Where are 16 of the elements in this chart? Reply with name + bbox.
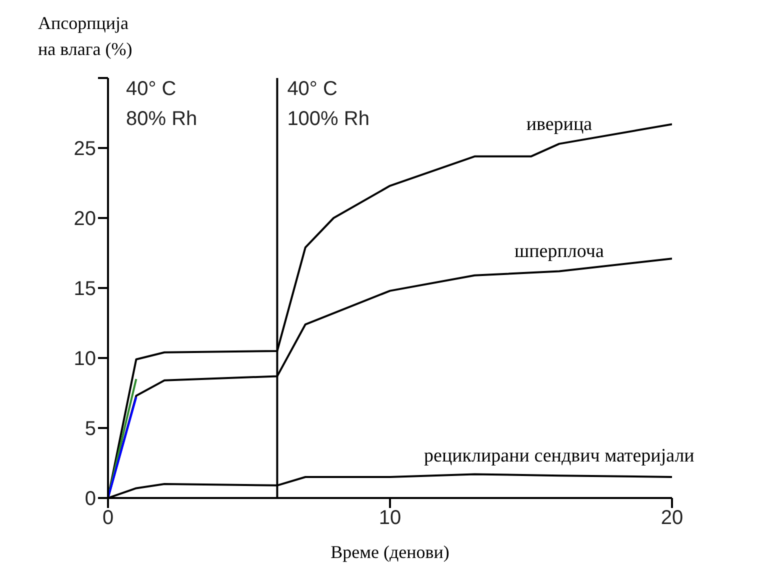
y-axis-title: Апсорпција на влага (%): [38, 12, 132, 61]
y-tick-label: 0: [84, 488, 96, 510]
annotation: 40° C 80% Rh: [126, 77, 198, 132]
series-label: иверица: [526, 114, 593, 135]
x-tick-label: 20: [660, 507, 684, 530]
x-tick-label: 10: [378, 507, 402, 530]
x-axis-title: Време (денови): [330, 542, 450, 562]
annotation: 40° C 100% Rh: [287, 77, 370, 132]
x-tick-label: 0: [102, 507, 114, 530]
y-tick-label: 25: [74, 138, 96, 160]
series-label: шперплоча: [514, 241, 604, 262]
y-tick-label: 20: [74, 208, 96, 230]
y-tick-label: 15: [74, 278, 96, 300]
y-tick-label: 10: [74, 348, 96, 370]
series-label: рециклирани сендвич материјали: [424, 446, 694, 467]
y-tick-label: 5: [84, 418, 96, 440]
